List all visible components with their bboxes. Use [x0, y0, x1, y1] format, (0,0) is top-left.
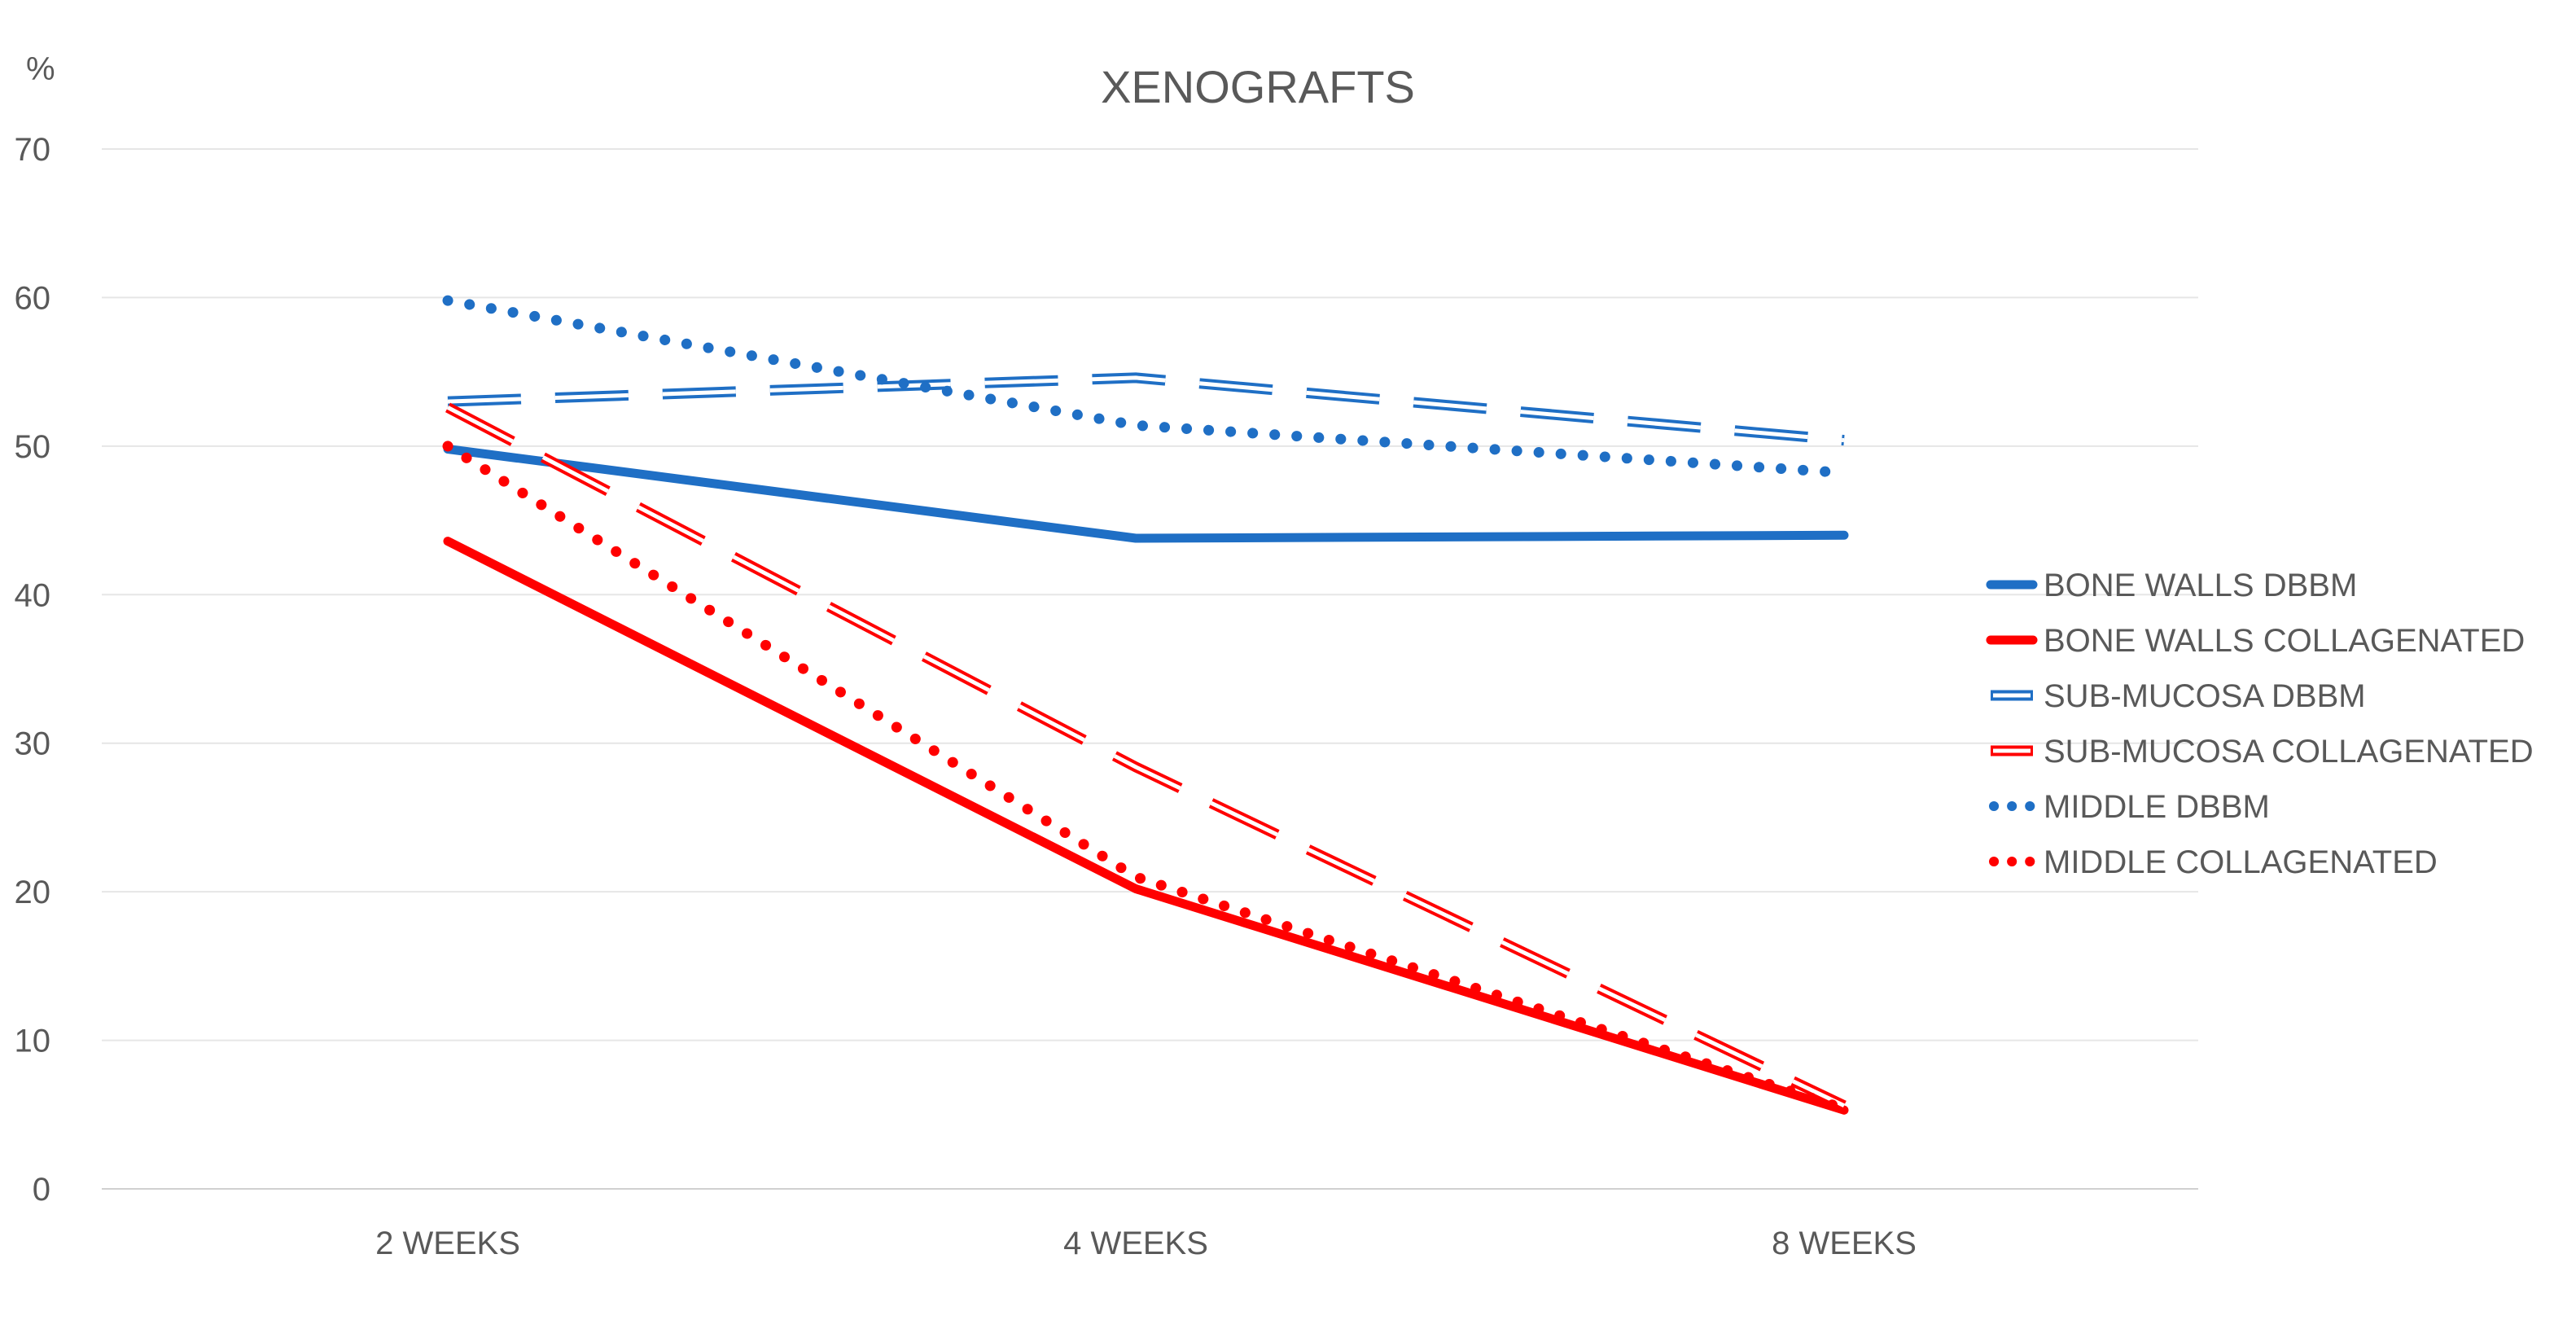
y-axis-ticks: 0 10 20 30 40 50 60 70	[15, 132, 51, 1208]
series-line	[442, 295, 1850, 479]
legend-item: SUB-MUCOSA COLLAGENATED	[1991, 734, 2534, 770]
y-tick-label: 0	[33, 1172, 50, 1208]
y-axis-label: %	[26, 51, 55, 87]
series-line	[445, 402, 1847, 1111]
series-line-inner	[447, 375, 1845, 443]
chart-title: XENOGRAFTS	[1101, 61, 1415, 112]
y-tick-label: 40	[15, 577, 51, 613]
series-line	[443, 445, 1849, 543]
gridlines	[102, 148, 2198, 1190]
legend-item: MIDDLE DBBM	[1989, 789, 2270, 825]
y-tick-label: 10	[15, 1024, 51, 1059]
series-line	[447, 372, 1845, 446]
legend-label: SUB-MUCOSA DBBM	[2044, 678, 2366, 714]
x-axis-ticks: 2 WEEKS 4 WEEKS 8 WEEKS	[375, 1226, 1917, 1261]
series-sub-mucosa-dbbm	[447, 372, 1845, 446]
series-line	[442, 441, 1850, 1114]
legend-label: MIDDLE DBBM	[2044, 789, 2270, 825]
legend-item: MIDDLE COLLAGENATED	[1989, 844, 2438, 880]
legend: BONE WALLS DBBM BONE WALLS COLLAGENATED SU…	[1986, 568, 2534, 880]
y-tick-label: 70	[15, 132, 51, 168]
series-middle-dbbm	[442, 295, 1850, 479]
y-tick-label: 20	[15, 875, 51, 910]
legend-item: BONE WALLS DBBM	[1986, 568, 2357, 603]
y-tick-label: 30	[15, 726, 51, 762]
series-bone-walls-dbbm	[443, 445, 1849, 543]
legend-label: MIDDLE COLLAGENATED	[2044, 844, 2438, 880]
series-middle-collagenated	[442, 441, 1850, 1114]
x-tick-label: 4 WEEKS	[1063, 1226, 1208, 1261]
series-line-inner	[446, 406, 1846, 1108]
x-tick-label: 2 WEEKS	[375, 1226, 520, 1261]
series-line	[443, 537, 1849, 1115]
legend-item: BONE WALLS COLLAGENATED	[1986, 623, 2525, 659]
legend-label: BONE WALLS COLLAGENATED	[2044, 623, 2525, 659]
x-tick-label: 8 WEEKS	[1772, 1226, 1917, 1261]
legend-item: SUB-MUCOSA DBBM	[1991, 678, 2366, 714]
legend-label: SUB-MUCOSA COLLAGENATED	[2044, 734, 2534, 770]
series-bone-walls-collagenated	[443, 537, 1849, 1115]
series-sub-mucosa-collagenated	[445, 402, 1847, 1111]
y-tick-label: 50	[15, 429, 51, 465]
legend-label: BONE WALLS DBBM	[2044, 568, 2357, 603]
series-lines	[442, 295, 1850, 1115]
y-tick-label: 60	[15, 280, 51, 316]
